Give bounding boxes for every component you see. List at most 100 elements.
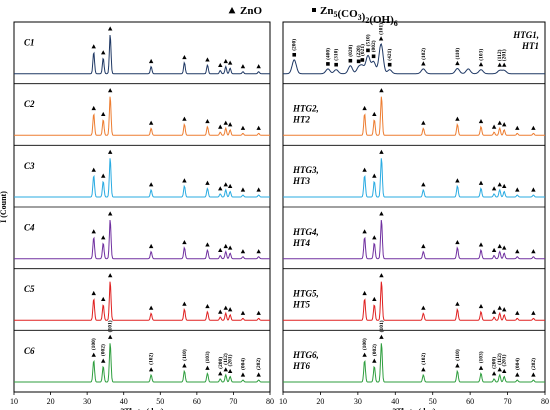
x-tick-label: 70 [229, 397, 237, 406]
zno-marker [491, 186, 497, 191]
series-label: HT3 [292, 176, 310, 186]
hydrozincite-marker [326, 62, 330, 66]
legend: ZnO Zn5(CO3)2(OH)6 [228, 5, 398, 28]
x-tick-label: 40 [391, 397, 399, 406]
legend-hz-label: Zn5(CO3)2(OH)6 [320, 5, 398, 28]
zno-marker [218, 247, 223, 253]
hydrozincite-marker [356, 59, 361, 64]
peak-label: (112) [496, 49, 503, 61]
zno-marker [148, 120, 154, 125]
zno-marker [227, 60, 233, 65]
zno-marker [497, 305, 502, 310]
peak-label: (102) [420, 353, 427, 365]
zno-marker [101, 235, 106, 240]
series-label: HT6 [292, 361, 310, 371]
zno-marker [478, 180, 484, 185]
series-label: HTG4, [292, 227, 319, 237]
zno-marker [372, 296, 377, 302]
zno-marker [91, 105, 96, 111]
zno-marker [256, 249, 261, 254]
zno-marker [256, 64, 261, 69]
zno-marker [497, 182, 502, 187]
zno-marker [362, 290, 367, 296]
peak-label: (021) [359, 44, 366, 56]
legend-zno-label: ZnO [240, 5, 262, 17]
x-axis-label: 2Theta (deg) [392, 407, 436, 410]
zno-marker [256, 187, 261, 192]
hydrozincite-marker [366, 48, 370, 53]
zno-marker [101, 50, 106, 55]
peak-label: (100) [361, 338, 368, 350]
x-tick-label: 60 [193, 397, 201, 406]
series-line-1 [14, 34, 270, 75]
zno-marker [182, 363, 187, 368]
zno-marker [372, 235, 377, 240]
zno-marker [218, 186, 223, 191]
zno-marker [379, 149, 384, 154]
x-tick-label: 10 [279, 397, 287, 406]
peak-label: (101) [378, 320, 385, 332]
zno-marker [501, 122, 507, 127]
zno-marker [182, 116, 187, 121]
peak-label: (102) [420, 48, 427, 60]
zno-marker [218, 124, 223, 129]
series-label: HTG3, [292, 165, 319, 175]
peak-label: (101) [107, 320, 114, 332]
series-line-6 [14, 343, 270, 383]
zno-marker [515, 372, 520, 377]
zno-marker [455, 178, 460, 183]
zno-marker [455, 239, 460, 245]
peak-label: (202) [530, 358, 537, 370]
zno-marker [497, 62, 502, 67]
zno-marker [421, 243, 426, 249]
x-tick-label: 80 [266, 397, 274, 406]
zno-marker [362, 229, 367, 234]
peak-label: (112) [222, 353, 229, 365]
peak-label: (110) [454, 349, 461, 361]
zno-marker [478, 62, 484, 67]
zno-marker [497, 367, 502, 372]
x-axis-label: 2Theta (deg) [120, 407, 164, 410]
zno-marker [91, 229, 96, 234]
series-label: C2 [24, 99, 35, 109]
series-line-4 [283, 219, 545, 260]
peak-label: (102) [148, 353, 155, 365]
zno-marker [256, 125, 261, 130]
zno-marker [91, 167, 96, 172]
zno-marker [531, 125, 536, 130]
peak-label: (103) [477, 49, 484, 61]
peak-label: (020) [347, 45, 354, 57]
zno-marker [101, 296, 106, 302]
series-label: HTG5, [292, 288, 319, 298]
zno-marker [148, 182, 154, 187]
peak-label: (004) [514, 358, 521, 370]
zno-marker [497, 243, 502, 249]
zno-marker [497, 120, 502, 125]
zno-marker [218, 371, 223, 376]
series-label: HT5 [292, 299, 310, 309]
x-tick-label: 30 [354, 397, 362, 406]
zno-marker [491, 124, 497, 129]
zno-marker [182, 301, 187, 306]
zno-marker [148, 58, 154, 64]
zno-marker [372, 111, 377, 117]
zno-marker [205, 119, 210, 124]
x-tick-label: 70 [504, 397, 512, 406]
zno-marker [101, 358, 106, 363]
series-line-2 [14, 96, 270, 136]
series-label: HTG6, [292, 350, 319, 360]
zno-marker [379, 334, 384, 339]
zno-marker [240, 64, 246, 69]
zno-marker [515, 249, 520, 254]
peak-label: (201) [227, 354, 234, 366]
hydrozincite-marker [334, 62, 338, 67]
peak-label: (112) [496, 353, 503, 365]
x-tick-label: 20 [47, 397, 55, 406]
series-label: HT4 [292, 238, 310, 248]
zno-marker [531, 187, 536, 192]
peak-label: (101) [378, 23, 385, 35]
zno-marker [148, 367, 154, 372]
series-label: C4 [24, 222, 35, 232]
series-label: C3 [24, 161, 35, 171]
